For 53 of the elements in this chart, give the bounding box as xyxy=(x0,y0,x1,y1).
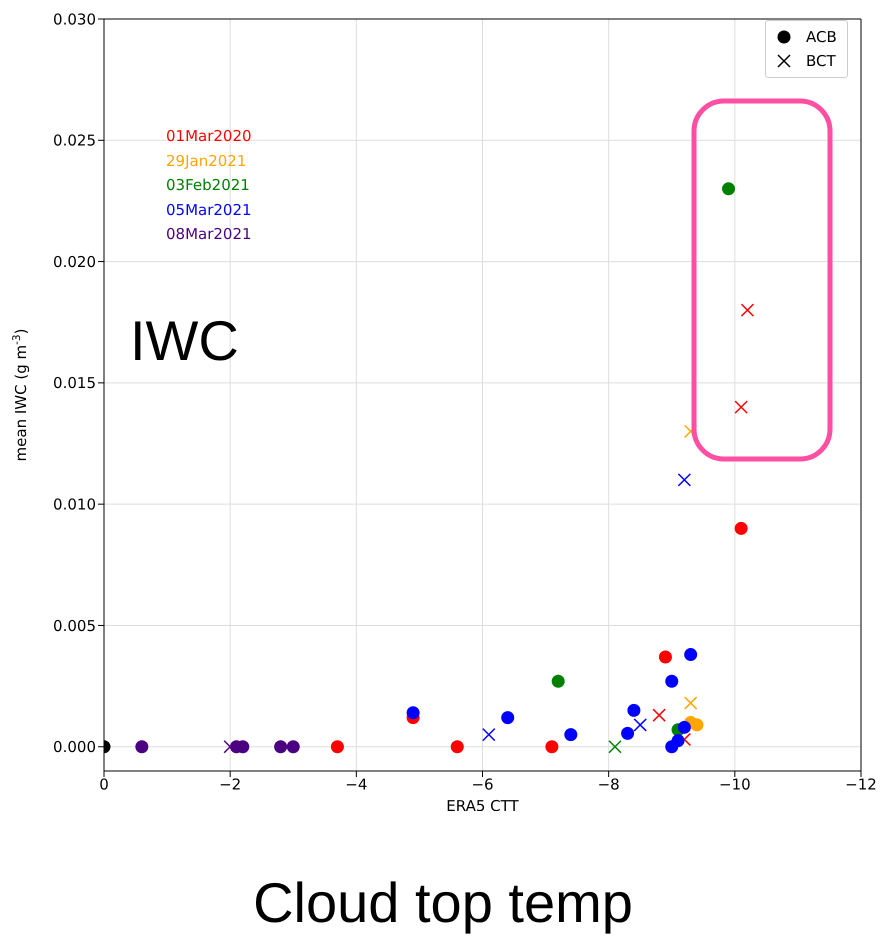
point xyxy=(684,696,698,710)
x-tick-label: −6 xyxy=(471,776,494,794)
point xyxy=(274,740,288,754)
text: 03Feb2021 xyxy=(166,175,251,196)
point xyxy=(678,720,691,734)
x-tick-label: 0 xyxy=(99,776,109,794)
point xyxy=(684,648,698,662)
point xyxy=(552,674,565,688)
text: 01Mar2020 xyxy=(166,126,252,147)
point xyxy=(633,718,647,732)
point xyxy=(450,740,464,754)
y-tick-label: 0.000 xyxy=(53,738,96,756)
point xyxy=(501,711,514,724)
legend-label: BCT xyxy=(806,51,836,72)
point xyxy=(665,674,678,688)
x-axis-title: ERA5 CTT xyxy=(446,797,520,815)
text: 08Mar2021 xyxy=(166,224,252,245)
x-tick-label: −12 xyxy=(845,776,877,794)
point xyxy=(482,728,496,742)
annotation: IWC xyxy=(130,308,239,373)
y-tick-label: 0.020 xyxy=(53,252,96,271)
point xyxy=(740,303,754,317)
point xyxy=(722,182,736,196)
point xyxy=(678,473,692,487)
text: 29Jan2021 xyxy=(166,150,248,172)
text: 05Mar2021 xyxy=(166,200,252,220)
point xyxy=(672,734,685,748)
y-tick-label: 0.025 xyxy=(53,132,96,150)
point xyxy=(406,706,420,720)
x-tick-label: −4 xyxy=(345,776,368,794)
point xyxy=(608,740,622,754)
point xyxy=(545,740,558,754)
point xyxy=(286,740,300,754)
point xyxy=(627,704,640,717)
point xyxy=(564,728,578,742)
y-tick-label: 0.010 xyxy=(53,495,96,514)
point xyxy=(658,650,672,664)
y-tick-label: 0.005 xyxy=(53,616,96,635)
point xyxy=(330,740,344,754)
point xyxy=(690,718,704,732)
point xyxy=(734,522,748,535)
text: Cloud top temp xyxy=(252,870,634,935)
point xyxy=(652,708,666,722)
x-tick-label: −8 xyxy=(598,776,620,794)
y-tick-label: 0.030 xyxy=(53,10,96,28)
point xyxy=(621,726,634,740)
point xyxy=(223,740,237,754)
legend-label: ACB xyxy=(806,27,837,48)
y-tick-label: 0.015 xyxy=(53,374,96,392)
x-tick-label: −2 xyxy=(219,776,242,794)
point xyxy=(135,740,148,754)
x-tick-label: −10 xyxy=(719,776,751,794)
point xyxy=(734,400,748,414)
